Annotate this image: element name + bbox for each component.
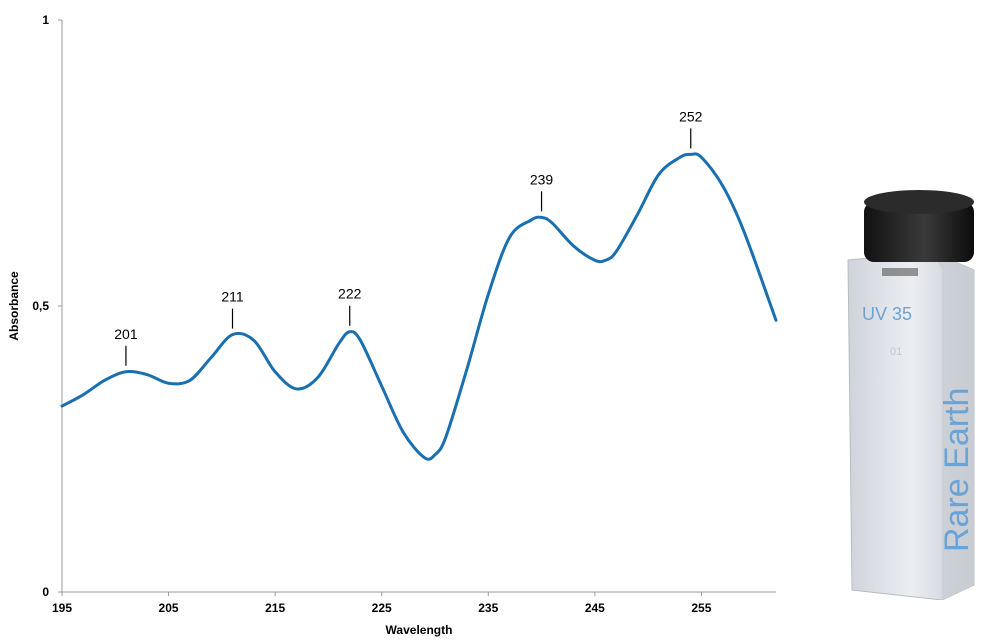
x-tick-label: 245 [585,601,605,615]
cuvette-cap [864,202,974,262]
peak-label: 201 [114,326,138,342]
absorbance-series-line [60,152,778,461]
peak-label: 239 [530,171,554,187]
cuvette-cap-top [864,190,974,214]
x-tick-label: 255 [691,601,711,615]
cuvette-small-mark: 01 [890,346,902,358]
y-tick-label: 1 [42,13,49,27]
x-tick-label: 225 [372,601,392,615]
peak-annotations: 201 211 222 239 252 [114,108,703,366]
y-tick-label: 0 [42,585,49,599]
x-axis-title: Wavelength [386,623,453,637]
cuvette-image: UV 35 01 Rare Earth [847,190,976,600]
x-tick-label: 205 [159,601,179,615]
x-tick-label: 195 [52,601,72,615]
y-tick-label: 0,5 [32,299,49,313]
peak-label: 222 [338,286,362,302]
y-axis-title: Absorbance [7,271,21,341]
cuvette-brand-text: Rare Earth [938,388,976,552]
peak-label: 252 [679,108,703,124]
x-tick-label: 215 [265,601,285,615]
peak-label: 211 [221,289,244,305]
x-axis-ticks: 195 205 215 225 235 245 255 [52,592,712,615]
y-axis-ticks: 00,51 [32,13,62,599]
cuvette-code: UV 35 [862,304,912,324]
x-tick-label: 235 [478,601,498,615]
cuvette-window [882,268,918,276]
cuvette-side [932,252,974,600]
